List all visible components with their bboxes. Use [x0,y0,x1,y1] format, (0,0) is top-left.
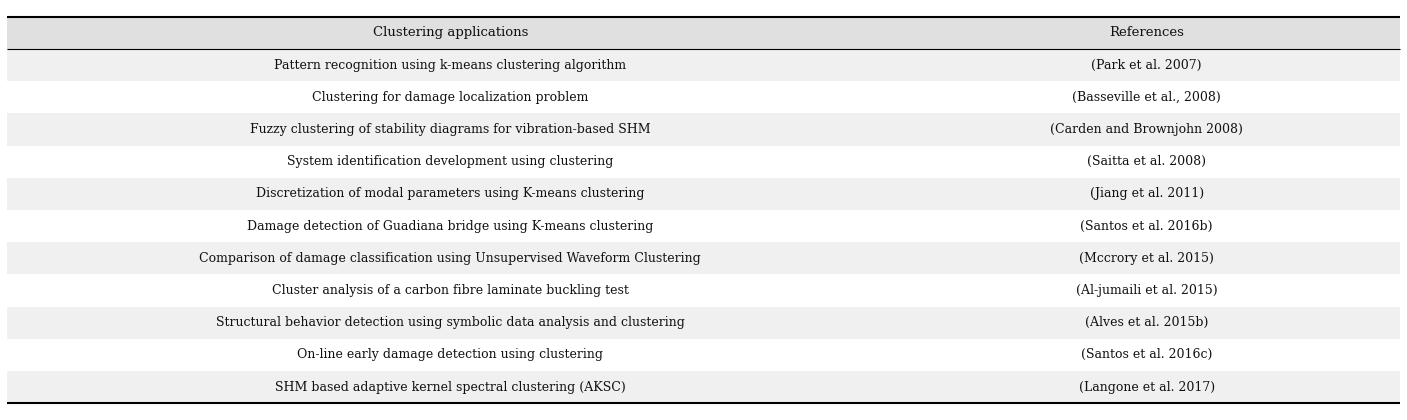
Bar [7,81,1400,113]
Text: Clustering for damage localization problem: Clustering for damage localization probl… [312,91,588,104]
Text: References: References [1109,26,1185,39]
Text: (Carden and Brownjohn 2008): (Carden and Brownjohn 2008) [1050,123,1244,136]
Bar [7,307,1400,339]
Text: Structural behavior detection using symbolic data analysis and clustering: Structural behavior detection using symb… [215,316,685,329]
Text: (Mccrory et al. 2015): (Mccrory et al. 2015) [1079,252,1214,265]
Bar [7,371,1400,403]
Bar [7,178,1400,210]
Bar [7,210,1400,242]
Text: (Jiang et al. 2011): (Jiang et al. 2011) [1089,187,1204,200]
Bar [7,274,1400,307]
Bar [7,146,1400,178]
Bar [7,242,1400,274]
Text: SHM based adaptive kernel spectral clustering (AKSC): SHM based adaptive kernel spectral clust… [274,381,626,394]
Bar [7,49,1400,81]
Bar [7,17,1400,49]
Text: (Basseville et al., 2008): (Basseville et al., 2008) [1072,91,1221,104]
Text: Discretization of modal parameters using K-means clustering: Discretization of modal parameters using… [256,187,644,200]
Text: (Langone et al. 2017): (Langone et al. 2017) [1079,381,1214,394]
Text: (Alves et al. 2015b): (Alves et al. 2015b) [1085,316,1209,329]
Text: Pattern recognition using k-means clustering algorithm: Pattern recognition using k-means cluste… [274,59,626,71]
Text: (Saitta et al. 2008): (Saitta et al. 2008) [1088,155,1206,168]
Text: System identification development using clustering: System identification development using … [287,155,613,168]
Text: Cluster analysis of a carbon fibre laminate buckling test: Cluster analysis of a carbon fibre lamin… [272,284,629,297]
Text: (Santos et al. 2016c): (Santos et al. 2016c) [1081,349,1213,361]
Text: Damage detection of Guadiana bridge using K-means clustering: Damage detection of Guadiana bridge usin… [248,220,653,233]
Text: (Al-jumaili et al. 2015): (Al-jumaili et al. 2015) [1076,284,1217,297]
Bar [7,113,1400,146]
Bar [7,339,1400,371]
Text: (Park et al. 2007): (Park et al. 2007) [1092,59,1202,71]
Text: Fuzzy clustering of stability diagrams for vibration-based SHM: Fuzzy clustering of stability diagrams f… [250,123,650,136]
Text: On-line early damage detection using clustering: On-line early damage detection using clu… [297,349,604,361]
Text: Comparison of damage classification using Unsupervised Waveform Clustering: Comparison of damage classification usin… [200,252,701,265]
Text: Clustering applications: Clustering applications [373,26,528,39]
Text: (Santos et al. 2016b): (Santos et al. 2016b) [1081,220,1213,233]
